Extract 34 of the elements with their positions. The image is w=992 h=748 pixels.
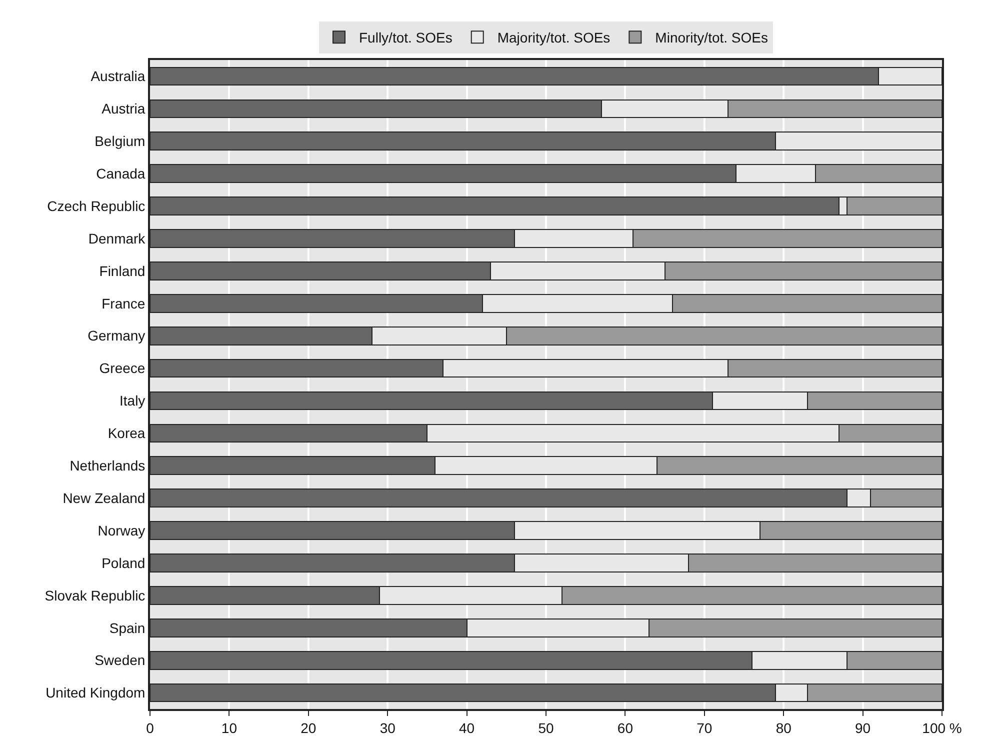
y-tick-label: Australia [90, 68, 146, 84]
y-tick-label: Italy [120, 392, 146, 409]
x-tick-label: 60 [617, 720, 634, 736]
y-tick-label: Finland [99, 262, 146, 279]
y-tick-label: Poland [102, 554, 146, 571]
x-tick-label: 80 [776, 720, 792, 736]
y-tick-label: Sweden [94, 652, 146, 668]
y-tick-label: Netherlands [70, 458, 146, 474]
y-tick-label: France [102, 295, 146, 312]
y-tick-label: Czech Republic [47, 198, 146, 214]
y-tick-label: Canada [96, 165, 146, 182]
x-tick-label: 100 % [922, 720, 962, 736]
y-tick-label: Austria [102, 100, 146, 117]
y-tick-label: Korea [108, 425, 146, 442]
x-tick-label: 50 [538, 720, 554, 736]
y-tick-label: Norway [98, 522, 146, 538]
x-tick-label: 20 [300, 720, 316, 736]
y-tick-label: New Zealand [62, 490, 146, 506]
x-tick-label: 30 [380, 720, 396, 736]
x-tick-label: 70 [696, 720, 712, 736]
y-tick-label: Spain [109, 620, 146, 636]
legend-label: Minority/tot. SOEs [655, 30, 768, 46]
y-tick-label: Slovak Republic [44, 587, 146, 604]
y-tick-label: Belgium [94, 133, 146, 150]
y-tick-label: United Kingdom [46, 684, 146, 701]
legend-label: Majority/tot. SOEs [497, 30, 610, 46]
y-tick-label: Greece [99, 360, 146, 376]
y-tick-label: Germany [88, 328, 146, 344]
x-tick-label: 90 [855, 720, 871, 736]
x-tick-label: 10 [221, 720, 238, 736]
legend-label: Fully/tot. SOEs [359, 30, 452, 46]
y-tick-label: Denmark [88, 230, 146, 246]
x-tick-label: 0 [146, 720, 154, 736]
x-tick-label: 40 [459, 720, 475, 736]
